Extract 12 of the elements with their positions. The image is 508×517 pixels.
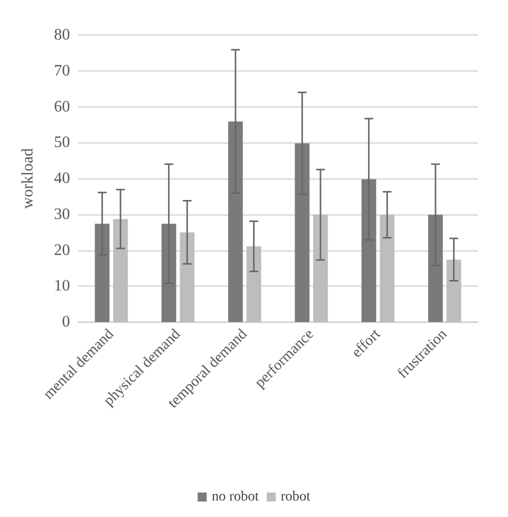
y-tick-label: 70 [54,62,70,80]
legend-label: no robot [212,490,259,504]
y-tick-label: 60 [54,98,70,116]
y-tick-label: 40 [54,170,70,187]
y-tick-label: 10 [54,278,70,295]
y-tick-label: 50 [54,134,70,152]
y-axis-title: workload [20,148,36,209]
y-tick-label: 80 [54,26,70,44]
y-tick-label: 0 [62,314,70,330]
y-tick-label: 20 [54,242,70,259]
y-tick-label: 30 [54,206,70,223]
legend-label: robot [280,490,310,504]
